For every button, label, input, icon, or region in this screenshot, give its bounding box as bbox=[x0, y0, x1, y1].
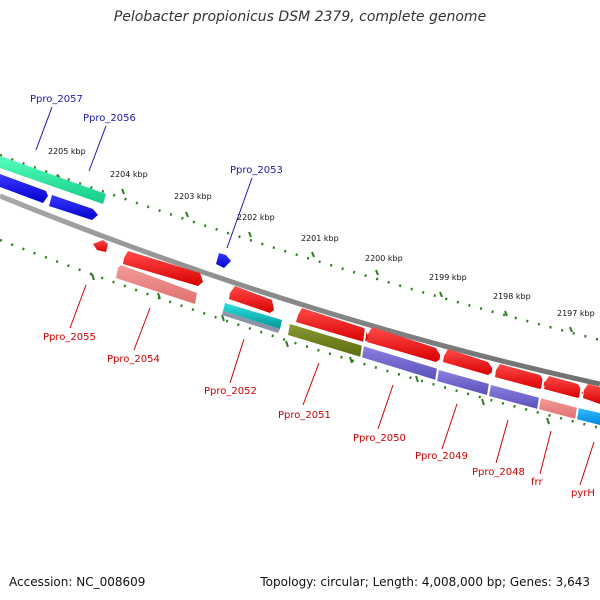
gene-label-ppro-2053[interactable]: Ppro_2053 bbox=[230, 165, 283, 176]
kbp-label-2201: 2201 kbp bbox=[301, 234, 339, 243]
kbp-label-2197: 2197 kbp bbox=[557, 309, 595, 318]
gene-label-ppro-2056[interactable]: Ppro_2056 bbox=[83, 113, 136, 124]
gene-ppro-2056[interactable] bbox=[49, 195, 98, 220]
gene-ppro-2058-partial[interactable] bbox=[0, 174, 48, 203]
gene-label-ppro-2057[interactable]: Ppro_2057 bbox=[30, 94, 83, 105]
gene-ppro-2054-b[interactable] bbox=[116, 265, 197, 304]
kbp-label-2204: 2204 kbp bbox=[110, 170, 148, 179]
inner-major-ticks bbox=[91, 273, 550, 425]
kbp-label-2202: 2202 kbp bbox=[237, 213, 275, 222]
footer-accession: Accession: NC_008609 bbox=[9, 575, 146, 589]
gene-ppro-2049-a[interactable] bbox=[443, 349, 494, 375]
kbp-label-2200: 2200 kbp bbox=[365, 254, 403, 263]
page-title: Pelobacter propionicus DSM 2379, complet… bbox=[113, 9, 487, 25]
gene-small-red-1[interactable] bbox=[93, 240, 108, 252]
gene-pyrh-a[interactable] bbox=[583, 384, 600, 404]
gene-ppro-2054-a[interactable] bbox=[123, 251, 203, 286]
footer-stats: Topology: circular; Length: 4,008,000 bp… bbox=[260, 575, 590, 589]
gene-separators bbox=[360, 326, 583, 421]
kbp-label-2203: 2203 kbp bbox=[174, 192, 212, 201]
gene-ppro-2050-b[interactable] bbox=[361, 346, 438, 380]
gene-ppro-2050-a[interactable] bbox=[367, 327, 442, 362]
gene-ppro-2048-b[interactable] bbox=[489, 385, 540, 409]
gene-ppro-2051-a[interactable] bbox=[296, 308, 370, 342]
forward-leaders bbox=[35, 106, 253, 249]
kbp-label-2205: 2205 kbp bbox=[48, 147, 86, 156]
gene-label-frr[interactable]: frr bbox=[531, 477, 543, 488]
genome-backbone bbox=[0, 193, 600, 387]
gene-label-ppro-2051[interactable]: Ppro_2051 bbox=[278, 410, 331, 421]
gene-ppro-2052-a[interactable] bbox=[229, 286, 274, 313]
kbp-label-2198: 2198 kbp bbox=[493, 292, 531, 301]
gene-ppro-2052-b[interactable] bbox=[223, 303, 282, 329]
gene-label-ppro-2052[interactable]: Ppro_2052 bbox=[204, 386, 257, 397]
gene-ppro-2051-b[interactable] bbox=[288, 324, 363, 357]
gene-frr-a[interactable] bbox=[544, 376, 583, 398]
gene-ppro-2048-a[interactable] bbox=[495, 364, 546, 389]
kbp-label-2199: 2199 kbp bbox=[429, 273, 467, 282]
outer-ruler bbox=[0, 153, 600, 342]
gene-ppro-2052-c[interactable] bbox=[222, 311, 280, 333]
gene-label-ppro-2055[interactable]: Ppro_2055 bbox=[43, 332, 96, 343]
gene-label-ppro-2048[interactable]: Ppro_2048 bbox=[472, 467, 525, 478]
gene-ppro-2053[interactable] bbox=[216, 253, 231, 268]
gene-label-ppro-2054[interactable]: Ppro_2054 bbox=[107, 354, 160, 365]
gene-pyrh-b[interactable] bbox=[576, 408, 600, 425]
gene-frr-b[interactable] bbox=[538, 398, 578, 419]
inner-ruler bbox=[0, 238, 600, 430]
gene-ppro-2057[interactable] bbox=[0, 156, 106, 204]
gene-label-pyrh[interactable]: pyrH bbox=[571, 488, 595, 499]
gene-label-ppro-2050[interactable]: Ppro_2050 bbox=[353, 433, 406, 444]
reverse-leaders bbox=[69, 284, 595, 486]
gene-ppro-2049-b[interactable] bbox=[437, 370, 489, 395]
gene-label-ppro-2049[interactable]: Ppro_2049 bbox=[415, 451, 468, 462]
